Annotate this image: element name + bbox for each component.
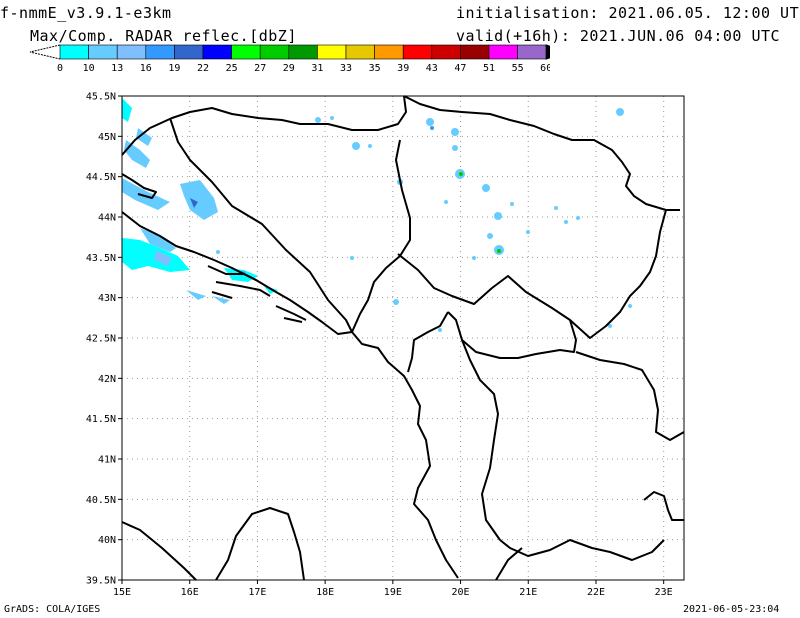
lon-tick-label: 20E — [452, 587, 470, 598]
map-gridlines — [122, 96, 684, 580]
lat-tick-label: 45N — [98, 132, 116, 143]
lon-tick-label: 18E — [316, 587, 334, 598]
valid-time: 2021.JUN.06 04:00 UTC — [579, 27, 781, 45]
lat-tick-label: 40N — [98, 535, 116, 546]
lon-tick-label: 17E — [248, 587, 266, 598]
lat-tick-label: 41N — [98, 455, 116, 466]
colorbar-label: 10 — [83, 63, 95, 74]
colorbar-label: 13 — [111, 63, 123, 74]
lon-tick-label: 19E — [384, 587, 402, 598]
lat-tick-label: 42.5N — [86, 334, 116, 345]
colorbar-label: 43 — [426, 63, 438, 74]
colorbar-label: 19 — [168, 63, 180, 74]
lat-tick-label: 43N — [98, 293, 116, 304]
colorbar-high-arrow — [545, 44, 550, 60]
colorbar-label: 47 — [454, 63, 466, 74]
colorbar-label: 0 — [57, 63, 63, 74]
lon-tick-label: 16E — [181, 587, 199, 598]
lon-tick-label: 22E — [587, 587, 605, 598]
model-title: f-nmmE_v3.9.1-e3km — [0, 4, 172, 22]
colorbar-label: 27 — [254, 63, 266, 74]
valid-line: valid(+16h): 2021.JUN.06 04:00 UTC — [456, 27, 780, 45]
lat-tick-label: 43.5N — [86, 253, 116, 264]
colorbar-label: 29 — [283, 63, 295, 74]
latitude-tick-labels: 45.5N 45N 44.5N 44N 43.5N 43N 42.5N 42N 41.5N 41N… — [86, 92, 122, 587]
colorbar-label: 39 — [397, 63, 409, 74]
render-timestamp: 2021-06-05-23:04 — [683, 604, 780, 615]
grads-credit: GrADS: COLA/IGES — [4, 604, 101, 615]
initialisation-line: initialisation: 2021.06.05. 12:00 UTC — [456, 4, 800, 22]
radar-echoes — [122, 98, 632, 332]
lat-tick-label: 44.5N — [86, 172, 116, 183]
colorbar-label: 22 — [197, 63, 209, 74]
lat-tick-label: 45.5N — [86, 92, 116, 103]
colorbar-label: 16 — [140, 63, 152, 74]
lat-tick-label: 44N — [98, 213, 116, 224]
product-title: Max/Comp. RADAR reflec.[dbZ] — [30, 27, 297, 45]
colorbar-label: 55 — [512, 63, 524, 74]
lon-tick-label: 21E — [519, 587, 537, 598]
valid-label: valid(+16h): — [456, 27, 571, 45]
longitude-tick-labels: 15E 16E 17E 18E 19E 20E 21E 22E 23E — [113, 580, 673, 598]
colorbar-label: 33 — [340, 63, 352, 74]
init-label: initialisation: — [456, 4, 599, 22]
lat-tick-label: 42N — [98, 374, 116, 385]
lat-tick-label: 39.5N — [86, 576, 116, 587]
lon-tick-label: 15E — [113, 587, 131, 598]
colorbar-legend: 0 10 13 16 19 22 25 27 29 31 33 35 39 43 47 51 55 60 — [29, 44, 550, 74]
colorbar-label: 60 — [540, 63, 550, 74]
lat-tick-label: 41.5N — [86, 414, 116, 425]
colorbar-label: 25 — [226, 63, 238, 74]
lon-tick-label: 23E — [655, 587, 673, 598]
lat-tick-label: 40.5N — [86, 495, 116, 506]
borders-and-coastlines — [121, 95, 685, 581]
colorbar-label: 51 — [483, 63, 495, 74]
init-time: 2021.06.05. 12:00 UTC — [608, 4, 800, 22]
colorbar-low-arrow — [29, 44, 61, 60]
colorbar-label: 35 — [369, 63, 381, 74]
colorbar-label: 31 — [311, 63, 323, 74]
